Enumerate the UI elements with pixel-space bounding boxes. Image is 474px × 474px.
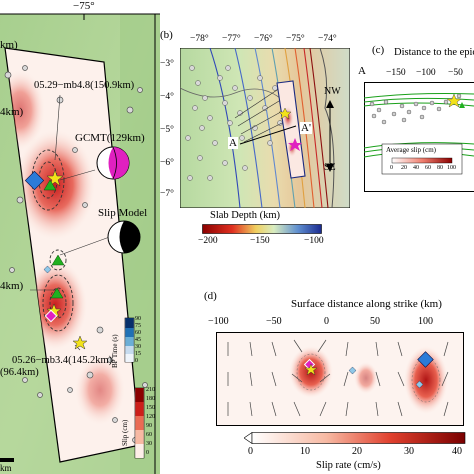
profile-a-prime-label: A' — [300, 122, 312, 134]
slip-colorbar-title: Slip (cm) — [121, 419, 129, 446]
profile-a-label: A — [228, 137, 238, 149]
slip-model-beachball — [107, 220, 141, 254]
event3-label: 05.26−mb3.4(145.2km) — [12, 355, 113, 366]
slip-rate-colorbar — [244, 432, 466, 444]
top-left-label: km) — [0, 39, 18, 51]
panel-c-title: Distance to the epic — [394, 47, 474, 58]
bp-time-colorbar-title: BP Time (s) — [111, 334, 119, 368]
slab-depth-colorbar — [202, 224, 322, 234]
nw-label: NW — [324, 86, 341, 97]
scale-bar-label: km — [0, 463, 12, 473]
gcmt-beachball — [96, 146, 130, 180]
slip-model-label: Slip Model — [98, 207, 148, 219]
slab-depth-title: Slab Depth (km) — [210, 210, 280, 221]
panel-c: (c) Distance to the epic A −150 −100 −50 — [356, 44, 474, 194]
panel-c-start-label: A — [358, 65, 366, 77]
panel-b: (b) −78° −77° −76° −75° −74° −3° −4° −5°… — [160, 26, 356, 262]
top-longitude-label: −75° — [73, 0, 95, 12]
epicenter-diamond-blue — [24, 170, 45, 191]
epicenter-diamond-magenta — [44, 309, 58, 323]
event1-label: 05.29−mb4.8(150.9km) — [34, 80, 135, 91]
panel-a: −75° km) 05.29−mb4.8(150.9km) 4km) GCMT(… — [0, 0, 160, 474]
avg-slip-legend-title: Average slip (cm) — [386, 146, 437, 154]
panel-b-map — [180, 48, 350, 208]
panel-b-label: (b) — [160, 29, 173, 41]
panel-d-blue-diamond — [417, 351, 434, 368]
se-label: SE — [324, 162, 336, 173]
event1-left-label: 4km) — [0, 106, 24, 118]
event2-left-label: 4km) — [0, 280, 24, 292]
bp-time-ticks: 90 75 60 45 30 15 0 — [135, 316, 141, 364]
panel-c-plot — [364, 82, 474, 192]
panel-d-title: Surface distance along strike (km) — [291, 298, 442, 310]
panel-c-label: (c) — [372, 44, 385, 56]
event3-left-label: (96.4km) — [0, 367, 39, 378]
panel-d-label: (d) — [204, 290, 217, 302]
slip-ticks: 210 180 150 120 90 60 30 0 — [146, 387, 155, 456]
panel-d-plot — [216, 332, 464, 426]
panel-d: (d) Surface distance along strike (km) −… — [196, 286, 474, 474]
slip-rate-title: Slip rate (cm/s) — [316, 460, 381, 471]
gcmt-label: GCMT(129km) — [75, 132, 145, 144]
panel-a-map — [0, 0, 160, 474]
